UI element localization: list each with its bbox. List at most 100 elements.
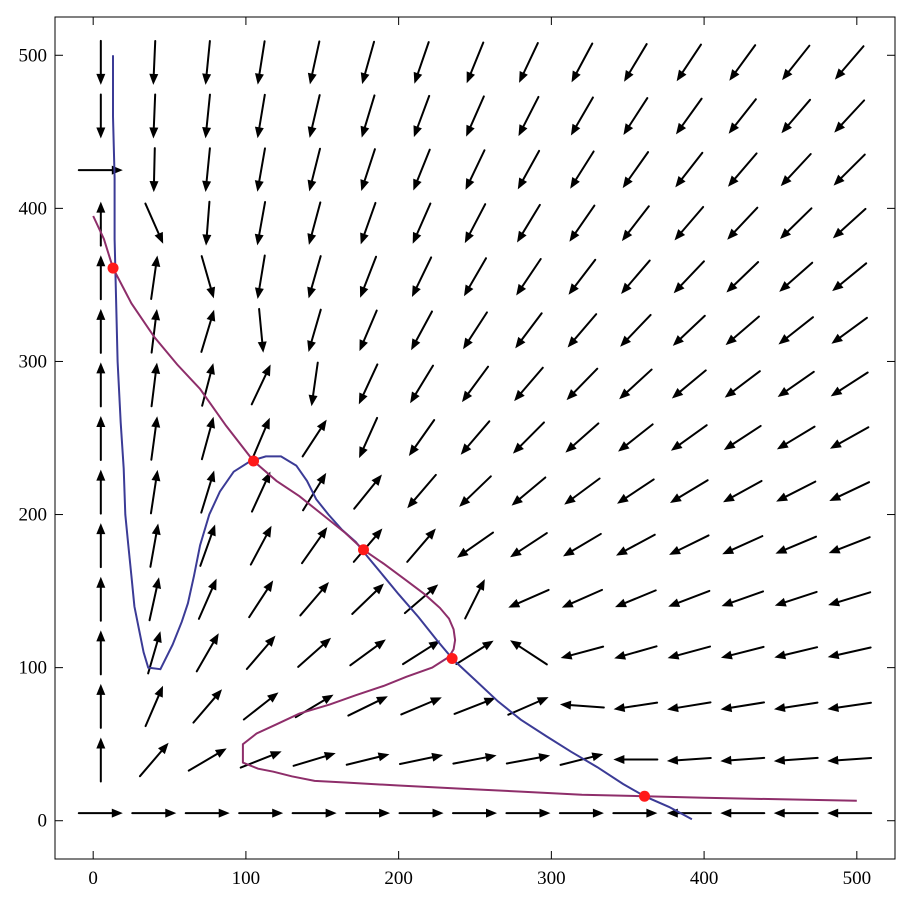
vector-arrow-31 (187, 748, 227, 772)
vector-arrow-72 (307, 147, 321, 192)
vector-arrow-152 (613, 701, 659, 713)
vector-arrow-177 (675, 151, 704, 188)
vector-arrow-118 (466, 95, 485, 137)
vector-arrow-98 (410, 364, 435, 404)
vector-arrow-172 (670, 424, 708, 451)
vector-arrow-212 (827, 701, 872, 712)
vector-arrow-159 (620, 313, 652, 347)
vector-arrow-52 (251, 417, 270, 460)
vector-arrow-193 (728, 98, 757, 134)
vector-arrow-220 (832, 262, 868, 292)
vector-arrow-150 (612, 808, 658, 818)
y-tick-label-400: 400 (19, 198, 48, 219)
vector-arrow-189 (725, 315, 760, 346)
vector-arrow-173 (671, 369, 707, 399)
vector-arrow-0 (77, 808, 123, 818)
vector-arrow-149 (571, 42, 594, 83)
vector-arrow-67 (301, 419, 327, 458)
vector-arrow-207 (780, 153, 812, 187)
vector-arrow-213 (827, 646, 872, 660)
vector-arrow-163 (623, 97, 649, 135)
vector-arrow-40 (200, 255, 216, 299)
x-tick-label-0: 0 (88, 868, 98, 889)
vector-arrow-9 (96, 308, 106, 354)
vector-arrow-63 (297, 637, 332, 668)
vector-arrow-105 (452, 808, 497, 818)
equilibrium-points (107, 262, 651, 802)
vector-arrow-86 (360, 201, 377, 245)
vector-arrow-112 (460, 420, 491, 455)
vector-arrow-55 (254, 254, 266, 299)
vector-arrow-27 (149, 147, 159, 193)
vector-arrow-137 (559, 700, 605, 710)
vector-arrow-43 (202, 93, 212, 139)
vector-arrow-78 (349, 639, 386, 667)
vector-arrow-127 (512, 421, 545, 454)
vector-arrow-20 (149, 523, 161, 568)
vector-arrow-121 (505, 753, 551, 765)
vector-arrow-169 (668, 589, 711, 607)
vector-arrow-94 (403, 584, 439, 615)
vector-arrow-79 (351, 583, 384, 615)
vector-arrow-174 (672, 314, 706, 346)
axis-ticks: 0 100 200 300 400 500 0 100 200 300 400 500 (19, 17, 895, 889)
vector-arrow-61 (292, 752, 336, 767)
vector-arrow-195 (773, 808, 819, 818)
vector-arrow-217 (829, 426, 870, 449)
vector-arrow-133 (518, 95, 540, 137)
equilibrium-point-1 (107, 262, 119, 274)
curve-1 (112, 55, 693, 821)
vector-arrow-59 (255, 40, 266, 85)
x-tick-label-200: 200 (384, 868, 413, 889)
vector-arrow-29 (149, 39, 159, 85)
vector-arrow-74 (307, 40, 321, 85)
vector-arrow-126 (511, 476, 547, 506)
y-tick-label-200: 200 (19, 505, 48, 526)
vector-arrow-64 (299, 582, 329, 617)
vector-arrow-101 (412, 202, 432, 244)
vector-arrow-54 (257, 307, 267, 353)
vector-arrow-23 (150, 362, 161, 408)
vector-arrow-202 (776, 425, 816, 450)
vector-arrow-156 (617, 478, 655, 504)
vector-arrow-115 (463, 257, 488, 297)
vector-arrow-44 (202, 40, 212, 85)
vector-arrow-200 (775, 535, 818, 554)
vector-arrow-16 (138, 742, 169, 778)
vector-arrow-36 (200, 470, 216, 514)
vector-arrow-186 (723, 479, 763, 503)
vector-arrow-206 (779, 207, 813, 240)
vector-arrow-108 (455, 640, 494, 666)
vector-arrow-22 (150, 416, 161, 461)
vector-arrow-139 (561, 588, 604, 608)
vector-arrow-143 (566, 367, 599, 401)
vector-arrow-73 (307, 94, 321, 138)
vector-arrow-198 (774, 646, 819, 660)
vector-arrow-113 (461, 365, 490, 403)
vector-arrow-1 (96, 737, 106, 783)
vector-arrow-155 (615, 533, 656, 556)
vector-arrow-130 (516, 257, 542, 296)
vector-arrow-38 (201, 363, 215, 407)
vector-arrow-102 (413, 148, 431, 191)
vector-arrow-175 (673, 260, 705, 294)
vector-arrow-28 (149, 93, 159, 139)
vector-arrow-46 (239, 751, 282, 769)
vector-arrow-82 (359, 416, 379, 459)
vector-arrow-146 (569, 204, 596, 242)
vector-arrow-144 (567, 313, 598, 348)
vector-arrow-10 (96, 255, 106, 301)
vector-arrow-120 (505, 808, 551, 818)
vector-arrow-199 (774, 590, 818, 607)
x-tick-label-100: 100 (232, 868, 261, 889)
vector-arrow-76 (345, 752, 390, 766)
vector-arrow-128 (514, 366, 544, 402)
vector-arrow-81 (353, 474, 382, 510)
vector-arrow-211 (827, 755, 873, 765)
vector-arrow-141 (564, 477, 601, 505)
vector-arrow-125 (510, 532, 548, 558)
vector-arrow-129 (515, 312, 543, 349)
vector-arrow-170 (669, 534, 710, 555)
vector-arrow-107 (453, 697, 496, 715)
vector-field-arrows (77, 39, 873, 818)
